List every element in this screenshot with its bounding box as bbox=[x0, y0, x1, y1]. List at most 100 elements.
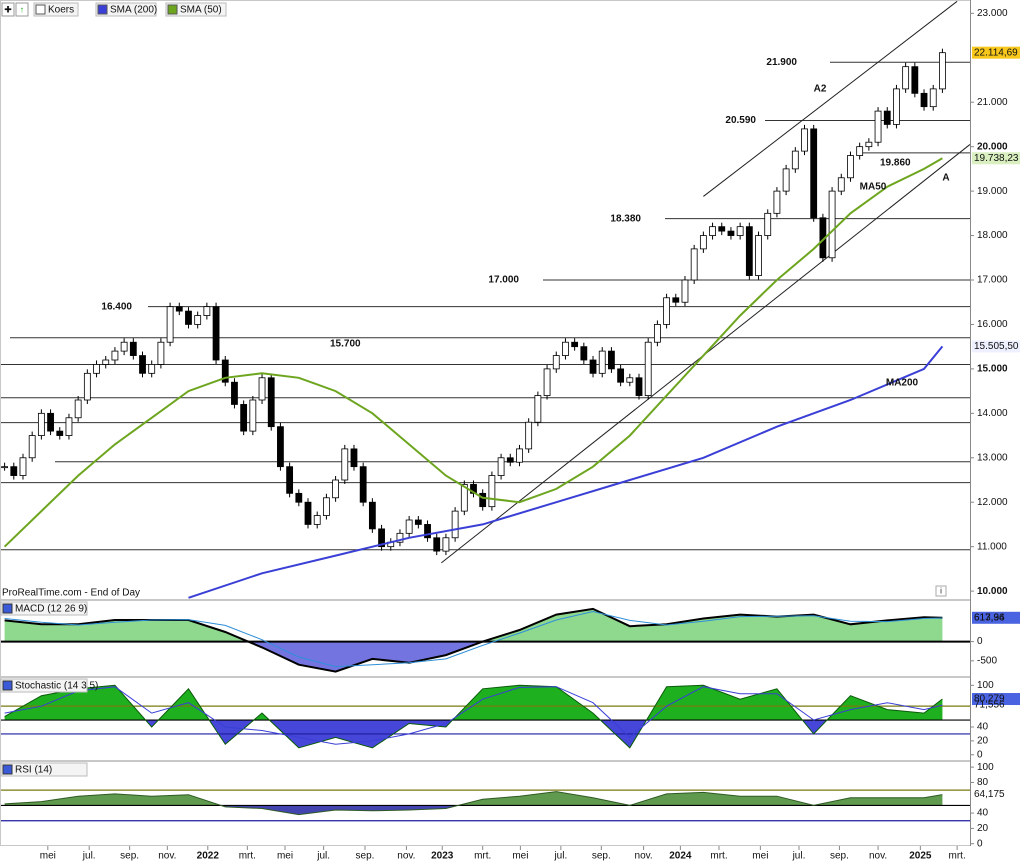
x-tick-label: 2025 bbox=[909, 851, 932, 862]
candle bbox=[359, 466, 367, 503]
last-value-box bbox=[972, 152, 1020, 165]
x-tick-label: sep. bbox=[120, 851, 139, 862]
panel-title-icon bbox=[2, 603, 13, 614]
candle bbox=[911, 66, 919, 94]
x-tick-label: jul. bbox=[792, 851, 806, 862]
last-value-label: 22.114,69 bbox=[974, 47, 1018, 58]
candle bbox=[598, 350, 606, 374]
last-value-box bbox=[972, 340, 1020, 353]
icon-button[interactable] bbox=[1, 2, 15, 17]
candle bbox=[203, 306, 211, 316]
panel bbox=[0, 607, 970, 673]
panel bbox=[0, 684, 970, 749]
sma-line bbox=[188, 345, 944, 599]
candle bbox=[893, 88, 900, 125]
y-tick-label: 21.000 bbox=[977, 97, 1008, 108]
panel bbox=[0, 0, 970, 599]
last-value-box bbox=[972, 611, 1020, 624]
candle bbox=[249, 399, 257, 432]
y-tick-label: 20 bbox=[977, 736, 989, 747]
candle bbox=[157, 341, 165, 365]
candle bbox=[83, 372, 91, 401]
candle bbox=[65, 417, 73, 436]
candle bbox=[497, 457, 505, 476]
legend-label: Koers bbox=[48, 5, 74, 16]
level-label: 16.400 bbox=[101, 301, 132, 312]
info-icon[interactable] bbox=[935, 585, 947, 597]
candle bbox=[28, 435, 36, 459]
candle bbox=[939, 52, 946, 90]
candle bbox=[626, 377, 634, 383]
y-tick-label: 18.000 bbox=[977, 230, 1008, 241]
candle bbox=[828, 190, 836, 259]
candle bbox=[865, 141, 873, 148]
panel-title: Stochastic (14 3 5) bbox=[15, 681, 98, 692]
icon-button[interactable] bbox=[15, 2, 29, 17]
candle bbox=[350, 448, 358, 468]
icon: ✚ bbox=[4, 4, 12, 14]
candle bbox=[56, 430, 64, 436]
x-tick-label: mrt. bbox=[474, 851, 491, 862]
candle bbox=[801, 128, 808, 152]
candle bbox=[727, 230, 735, 236]
candle bbox=[479, 492, 487, 508]
area-positive bbox=[4, 685, 943, 721]
candle bbox=[608, 350, 615, 370]
candle bbox=[148, 364, 156, 374]
panel bbox=[0, 789, 970, 822]
candle bbox=[286, 466, 294, 494]
legend-label: SMA (50) bbox=[180, 5, 222, 16]
y-tick-label: 10.000 bbox=[977, 586, 1008, 597]
x-tick-label: 2024 bbox=[669, 851, 692, 862]
candle bbox=[681, 279, 689, 303]
candle bbox=[378, 528, 385, 548]
candle bbox=[47, 412, 54, 432]
level-label: 17.000 bbox=[488, 275, 519, 286]
y-tick-label: 40 bbox=[977, 722, 989, 733]
candle bbox=[19, 457, 27, 476]
candle bbox=[791, 150, 799, 170]
legend-box bbox=[95, 2, 157, 17]
series-annotation: MA200 bbox=[886, 378, 919, 389]
candle bbox=[635, 377, 643, 396]
area-positive bbox=[4, 608, 943, 642]
y-tick-label: 12.000 bbox=[977, 497, 1008, 508]
candle bbox=[424, 524, 431, 539]
candle bbox=[433, 537, 441, 552]
candle bbox=[810, 128, 818, 219]
y-tick-label: 17.000 bbox=[977, 275, 1008, 286]
candle bbox=[580, 346, 588, 361]
x-tick-label: 2022 bbox=[197, 851, 220, 862]
panel-title-box bbox=[0, 601, 88, 616]
last-value-box bbox=[972, 693, 1020, 706]
candle bbox=[709, 226, 716, 236]
last-value-label: 64,175 bbox=[974, 789, 1005, 800]
candle bbox=[525, 421, 533, 450]
trendline-label: A2 bbox=[814, 84, 827, 95]
candle bbox=[368, 501, 376, 530]
x-tick-label: mei bbox=[277, 851, 293, 862]
candle bbox=[920, 92, 928, 108]
source-label: ProRealTime.com - End of Day bbox=[2, 588, 140, 599]
x-tick-label: mei bbox=[512, 851, 528, 862]
level-label: 15.700 bbox=[330, 338, 361, 349]
y-tick-label: -500 bbox=[977, 655, 997, 666]
indicator-line bbox=[4, 791, 943, 816]
x-tick-label: sep. bbox=[592, 851, 611, 862]
candle bbox=[874, 110, 882, 143]
indicator-line bbox=[4, 686, 943, 745]
candle bbox=[1, 466, 8, 469]
candle bbox=[175, 306, 183, 312]
candle bbox=[488, 475, 496, 508]
candle bbox=[313, 515, 321, 525]
panel-title-box bbox=[0, 678, 88, 693]
panel-title-icon bbox=[2, 764, 13, 775]
y-tick-label: 11.000 bbox=[977, 541, 1007, 552]
panel-title-icon bbox=[2, 680, 13, 691]
panel-title-box bbox=[0, 762, 88, 777]
candle bbox=[663, 297, 670, 325]
info-icon-text: i bbox=[940, 587, 942, 596]
y-tick-label: 0 bbox=[977, 636, 983, 647]
candle bbox=[212, 306, 220, 361]
candle bbox=[745, 226, 753, 276]
